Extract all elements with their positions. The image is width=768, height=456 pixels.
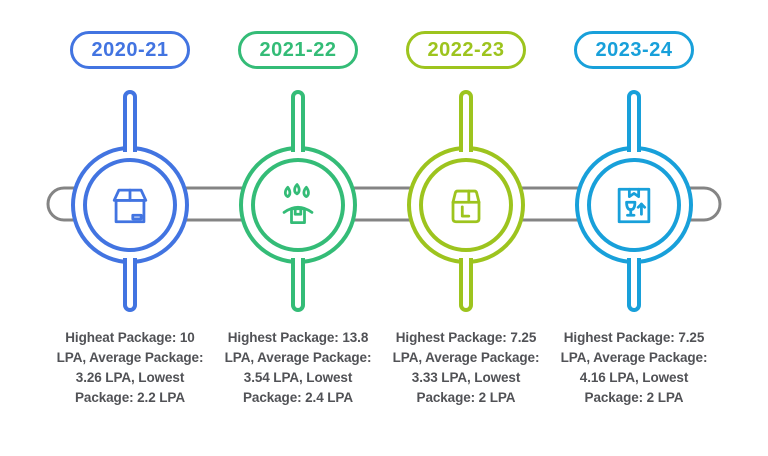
node-bottom-stem bbox=[627, 258, 641, 312]
year-badge: 2020-21 bbox=[70, 31, 190, 69]
fragile-this-way-up-box-icon bbox=[617, 187, 651, 224]
node-bottom-stem bbox=[123, 258, 137, 312]
node-bottom-stem bbox=[459, 258, 473, 312]
year-label: 2020-21 bbox=[91, 38, 169, 61]
year-badge: 2022-23 bbox=[406, 31, 526, 69]
node-top-stem bbox=[459, 90, 473, 152]
band-right-cap bbox=[703, 186, 722, 222]
band-left-cap bbox=[46, 186, 65, 222]
year-badge: 2021-22 bbox=[238, 31, 358, 69]
box-water-drops-icon bbox=[282, 183, 314, 225]
timeline-node-2020-21: 2020-21 Higheat Package: 10 LPA, Average… bbox=[46, 0, 214, 456]
box-letter-l-icon bbox=[451, 189, 481, 224]
node-inner-ring bbox=[83, 158, 177, 252]
package-stats-text: Highest Package: 7.25 LPA, Average Packa… bbox=[560, 330, 708, 405]
year-badge: 2023-24 bbox=[574, 31, 694, 69]
package-stats-text: Highest Package: 7.25 LPA, Average Packa… bbox=[392, 330, 540, 405]
node-inner-ring bbox=[419, 158, 513, 252]
package-stats-text: Highest Package: 13.8 LPA, Average Packa… bbox=[224, 330, 372, 405]
closed-box-icon bbox=[112, 188, 148, 224]
timeline-node-2023-24: 2023-24 Highest Package: 7.25 LPA, Avera… bbox=[550, 0, 718, 456]
node-inner-ring bbox=[587, 158, 681, 252]
node-top-stem bbox=[627, 90, 641, 152]
node-top-stem bbox=[291, 90, 305, 152]
node-inner-ring bbox=[251, 158, 345, 252]
year-label: 2022-23 bbox=[427, 38, 505, 61]
package-stats-text: Higheat Package: 10 LPA, Average Package… bbox=[56, 330, 204, 405]
year-label: 2021-22 bbox=[259, 38, 337, 61]
year-label: 2023-24 bbox=[595, 38, 673, 61]
timeline-node-2021-22: 2021-22 Highest Package: 13.8 LPA, Avera… bbox=[214, 0, 382, 456]
timeline-node-2022-23: 2022-23 Highest Package: 7.25 LPA, Avera… bbox=[382, 0, 550, 456]
node-bottom-stem bbox=[291, 258, 305, 312]
node-top-stem bbox=[123, 90, 137, 152]
